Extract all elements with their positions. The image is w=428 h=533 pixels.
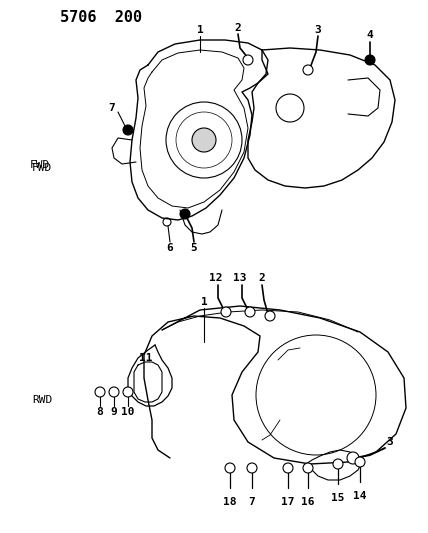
Circle shape	[283, 463, 293, 473]
Text: 7: 7	[109, 103, 116, 113]
Text: 2: 2	[259, 273, 265, 283]
Circle shape	[333, 459, 343, 469]
Text: 11: 11	[139, 353, 153, 363]
Text: 6: 6	[166, 243, 173, 253]
Circle shape	[123, 387, 133, 397]
Text: 15: 15	[331, 493, 345, 503]
Circle shape	[180, 209, 190, 219]
Text: 9: 9	[110, 407, 117, 417]
Circle shape	[225, 463, 235, 473]
Text: 4: 4	[367, 30, 373, 40]
Text: FWD: FWD	[32, 163, 52, 173]
Text: 3: 3	[386, 437, 393, 447]
Text: 8: 8	[97, 407, 104, 417]
Text: 18: 18	[223, 497, 237, 507]
Circle shape	[123, 125, 133, 135]
Circle shape	[355, 457, 365, 467]
Text: 17: 17	[281, 497, 295, 507]
Text: 5706  200: 5706 200	[60, 11, 142, 26]
Text: 3: 3	[315, 25, 321, 35]
Text: 2: 2	[235, 23, 241, 33]
Text: 10: 10	[121, 407, 135, 417]
Text: 1: 1	[201, 297, 208, 307]
Text: RWD: RWD	[32, 395, 52, 405]
Text: 13: 13	[233, 273, 247, 283]
Circle shape	[303, 65, 313, 75]
Circle shape	[192, 128, 216, 152]
Circle shape	[303, 463, 313, 473]
Circle shape	[109, 387, 119, 397]
Text: 1: 1	[196, 25, 203, 35]
Text: FWD: FWD	[30, 160, 50, 170]
Circle shape	[347, 452, 359, 464]
Text: 12: 12	[209, 273, 223, 283]
Circle shape	[245, 307, 255, 317]
Text: 14: 14	[353, 491, 367, 501]
Text: 16: 16	[301, 497, 315, 507]
Text: 7: 7	[249, 497, 256, 507]
Text: 5: 5	[190, 243, 197, 253]
Circle shape	[243, 55, 253, 65]
Circle shape	[247, 463, 257, 473]
Circle shape	[95, 387, 105, 397]
Circle shape	[221, 307, 231, 317]
Circle shape	[365, 55, 375, 65]
Circle shape	[265, 311, 275, 321]
